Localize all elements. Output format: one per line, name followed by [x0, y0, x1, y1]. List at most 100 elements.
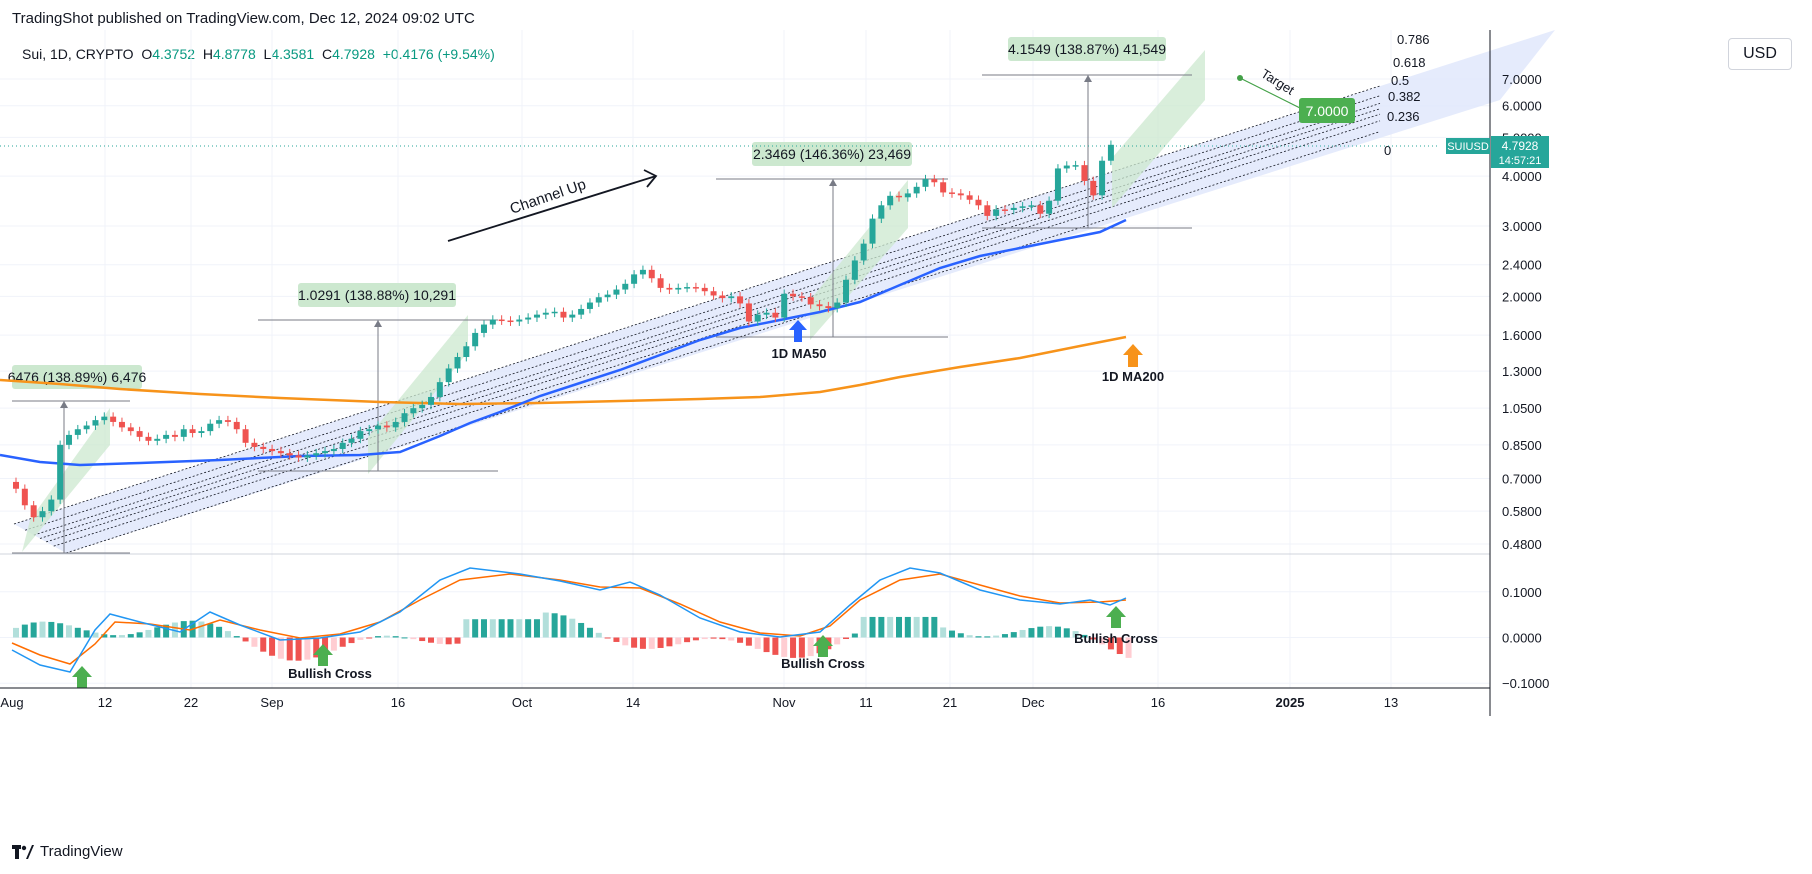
measure-label: 2.3469 (146.36%) 23,469 [753, 146, 911, 162]
candle-body [366, 429, 373, 432]
open-label: O [141, 46, 153, 62]
target-line [1239, 77, 1301, 109]
macd-histogram-bar [569, 618, 576, 638]
candle-body [578, 308, 585, 315]
candle-body [189, 429, 196, 434]
candle-body [454, 357, 461, 369]
candle-body [754, 314, 761, 322]
price-axis-tick: 1.6000 [1502, 328, 1542, 343]
candle-body [39, 511, 46, 518]
macd-histogram-bar [445, 637, 452, 645]
macd-histogram-bar [737, 637, 744, 643]
candle-body [560, 311, 567, 318]
candle-body [639, 269, 646, 275]
macd-histogram-bar [648, 637, 655, 649]
low-value: 4.3581 [271, 46, 315, 62]
time-axis-tick: Aug [0, 695, 23, 710]
price-axis-tick: 0.8500 [1502, 438, 1542, 453]
candle-body [1063, 165, 1070, 169]
macd-histogram-bar [701, 637, 708, 640]
bullish-cross-label: Bullish Cross [781, 656, 865, 671]
time-axis-tick: 11 [859, 695, 873, 710]
candle-body [445, 368, 452, 383]
close-value: 4.7928 [332, 46, 375, 62]
ma200-line [0, 335, 1127, 406]
candle-body [83, 425, 90, 430]
candle-body [666, 287, 673, 290]
low-label: L [263, 46, 272, 62]
candle-body [966, 195, 973, 200]
macd-histogram-bar [860, 616, 867, 638]
candle-body [948, 192, 955, 194]
publisher-line: TradingShot published on TradingView.com… [12, 10, 475, 27]
candle-body [127, 427, 134, 432]
candle-body [21, 488, 28, 506]
time-axis-tick: 13 [1384, 695, 1398, 710]
candle-body [931, 179, 938, 183]
channel-arrow-head [643, 169, 658, 188]
candle-body [13, 481, 19, 489]
macd-histogram-bar [216, 626, 223, 638]
candle-body [260, 446, 267, 449]
macd-histogram-bar [993, 635, 1000, 638]
candle-body [993, 209, 1000, 216]
price-badge [1491, 136, 1549, 168]
macd-histogram-bar [631, 637, 638, 648]
candle-body [878, 205, 885, 219]
candle-body [392, 421, 399, 428]
macd-histogram-bar [984, 636, 991, 638]
macd-histogram-bar [1072, 631, 1079, 638]
candle-body [851, 260, 858, 280]
macd-pane: Bullish Cross Bullish Cross Bullish Cross [11, 567, 1158, 688]
measure-label-box [1008, 37, 1166, 61]
macd-histogram-bar [931, 616, 938, 638]
time-axis-tick: Nov [772, 695, 796, 710]
time-axis-tick: 16 [391, 695, 405, 710]
fib-level-label: 0 [1384, 143, 1391, 158]
candle-body [887, 195, 894, 206]
macd-histogram-bar [436, 637, 443, 644]
candle-body [763, 312, 770, 315]
candle-body [198, 431, 205, 434]
macd-histogram-bar [21, 624, 28, 638]
candle-body [480, 324, 487, 333]
candle-body [825, 306, 832, 309]
macd-histogram-bar [375, 636, 382, 638]
currency-button[interactable]: USD [1728, 38, 1792, 70]
candle-body [207, 423, 214, 432]
macd-histogram-bar [198, 621, 205, 638]
ticker-badge-text: SUIUSD [1447, 141, 1489, 153]
candle-body [1072, 165, 1079, 167]
time-axis-tick: 12 [98, 695, 112, 710]
close-label: C [321, 46, 333, 62]
candle-body [286, 453, 293, 456]
candle-body [428, 396, 435, 405]
macd-histogram-bar [728, 637, 735, 641]
price-axis-tick: 3.0000 [1502, 219, 1542, 234]
macd-histogram-bar [507, 619, 514, 638]
symbol-name[interactable]: Sui, 1D, CRYPTO [22, 46, 134, 62]
candle-body [383, 425, 390, 428]
candle-body [692, 287, 699, 289]
macd-axis-tick: 0.0000 [1502, 631, 1542, 646]
candle-body [251, 442, 258, 447]
macd-histogram-bar [277, 637, 284, 659]
candle-body [154, 438, 161, 441]
candle-body [542, 312, 549, 315]
macd-histogram-bar [410, 637, 417, 640]
macd-histogram-bar [233, 636, 240, 638]
macd-histogram-bar [904, 616, 911, 638]
time-axis-tick: 14 [626, 695, 640, 710]
macd-line [11, 567, 1127, 673]
symbol-info-line: Sui, 1D, CRYPTO O4.3752 H4.8778 L4.3581 … [22, 46, 495, 62]
candle-body [330, 448, 337, 452]
open-value: 4.3752 [152, 46, 196, 62]
candle-body [295, 455, 302, 458]
candle-body [834, 302, 841, 309]
macd-histogram-bar [869, 616, 876, 638]
candle-body [1099, 160, 1106, 196]
candle-body [913, 186, 920, 194]
macd-histogram-bar [851, 633, 858, 638]
macd-histogram-bar [39, 621, 46, 638]
